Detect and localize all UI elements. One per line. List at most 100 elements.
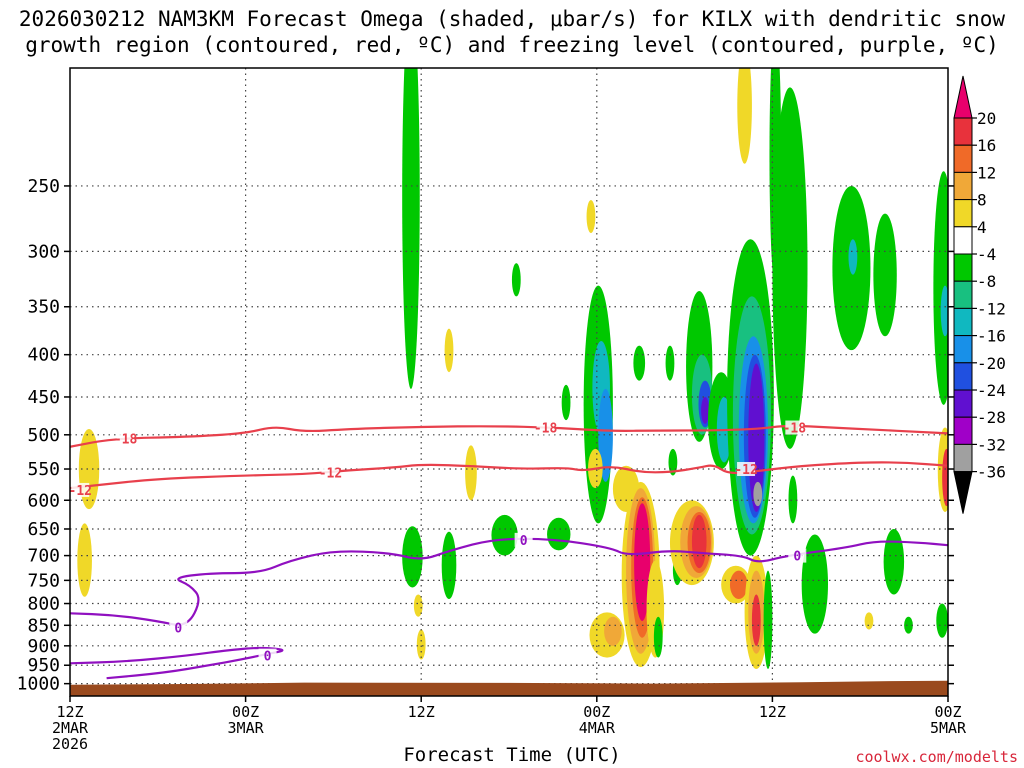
purple-label-bg-0-1 [514, 532, 533, 547]
purple-isotherm-label: 0 [264, 650, 272, 665]
omega-cell-57 [801, 534, 829, 634]
colorbar-label: -20 [977, 354, 1006, 373]
omega-cell-62 [883, 528, 905, 595]
ground-layer [70, 680, 948, 696]
colorbar-bin [953, 389, 973, 418]
plot-border [69, 67, 949, 697]
omega-cell-52 [751, 594, 761, 646]
colorbar-label: -12 [977, 299, 1006, 318]
colorbar-label: 12 [977, 163, 996, 182]
x-tick-label: 00Z [934, 703, 961, 721]
omega-cell-38 [701, 396, 710, 424]
x-tick-label: 4MAR [579, 719, 616, 737]
red-isotherm-label: -12 [69, 484, 92, 499]
omega-cell-55 [772, 87, 808, 449]
omega-cell-7 [444, 328, 454, 373]
y-tick-label: 250 [27, 176, 60, 197]
omega-cell-34 [691, 514, 707, 569]
y-tick-label: 800 [27, 594, 60, 615]
x-tick-label: 2MAR [52, 719, 89, 737]
colorbar-label: -8 [977, 272, 996, 291]
colorbar-label: -16 [977, 327, 1006, 346]
red-label-bg-1-0 [71, 482, 90, 497]
chart-title-line-2: growth region (contoured, red, ºC) and f… [25, 33, 999, 57]
omega-cell-60 [873, 213, 897, 337]
x-tick-label: 12Z [56, 703, 83, 721]
colorbar-bin [953, 443, 973, 473]
colorbar-label: 4 [977, 218, 987, 237]
x-tick-label: 12Z [408, 703, 435, 721]
y-tick-label: 500 [27, 425, 60, 446]
colorbar-label: -24 [977, 381, 1006, 400]
x-tick-label: 2026 [52, 735, 88, 753]
omega-cell-6 [441, 531, 457, 600]
chart-title-line-1: 2026030212 NAM3KM Forecast Omega (shaded… [18, 7, 1006, 31]
x-tick-label: 3MAR [228, 719, 265, 737]
purple-isotherm-label: 0 [793, 550, 801, 565]
ground-surface [70, 680, 948, 696]
x-axis-label: Forecast Time (UTC) [403, 744, 621, 766]
purple-isotherm-label: 0 [520, 534, 528, 549]
colorbar-under-arrow [953, 471, 973, 514]
colorbar-bin [953, 253, 973, 282]
omega-cell-67 [942, 448, 948, 507]
red-isotherm--18-0 [70, 424, 948, 448]
credit-text: coolwx.com/modelts [855, 748, 1018, 766]
omega-cell-49 [753, 481, 763, 507]
red-label-bg-0-1 [536, 420, 555, 435]
grid-layer [70, 68, 948, 696]
omega-cell-9 [491, 514, 518, 556]
omega-cell-20 [604, 616, 622, 646]
colorbar-label: -4 [977, 245, 996, 264]
omega-cell-8 [465, 445, 477, 501]
isotherm-layer: -18 -18 -18 -12 -12 -12 0 0 0 0 [69, 420, 948, 680]
omega-cell-61 [864, 612, 874, 630]
red-label-bg-1-1 [321, 465, 340, 480]
x-tick-label: 00Z [232, 703, 259, 721]
red-isotherm-label: -12 [319, 466, 342, 481]
omega-cell-64 [933, 171, 948, 405]
colorbar-bin [953, 307, 973, 337]
red-label-bg-1-2 [737, 462, 756, 477]
purple-isotherm-0-1 [70, 646, 284, 680]
colorbar-label: -36 [977, 463, 1006, 482]
omega-cell-10 [511, 263, 521, 297]
purple-isotherm-0-0 [70, 537, 948, 626]
colorbar-bin [953, 199, 973, 228]
omega-cell-1 [77, 523, 92, 597]
omega-cell-13 [586, 200, 596, 233]
y-tick-label: 850 [27, 615, 60, 636]
omega-cell-43 [737, 68, 752, 164]
colorbar-bin [953, 171, 973, 201]
colorbar-bin [953, 280, 973, 309]
omega-cell-2 [402, 68, 420, 389]
omega-cell-16 [598, 388, 613, 482]
omega-cell-68 [936, 603, 948, 638]
colorbar-label: 8 [977, 191, 987, 210]
omega-cell-21 [633, 345, 646, 381]
red-isotherm-label: -18 [783, 422, 807, 437]
red-isotherm-label: -18 [114, 432, 138, 447]
y-tick-label: 600 [27, 490, 60, 511]
y-tick-label: 350 [27, 297, 60, 318]
colorbar-label: 16 [977, 136, 996, 155]
y-tick-label: 300 [27, 241, 60, 262]
omega-cell-56 [788, 475, 798, 524]
y-tick-label: 1000 [17, 674, 60, 695]
omega-cell-3 [402, 526, 423, 588]
plot-frame [69, 67, 949, 697]
omega-cell-63 [904, 616, 913, 634]
purple-label-bg-0-0 [169, 620, 188, 635]
x-tick-label: 12Z [759, 703, 786, 721]
y-axis: 2503003504004505005506006507007508008509… [17, 176, 954, 695]
red-isotherm-label: -18 [534, 422, 558, 437]
colorbar-label: 20 [977, 109, 996, 128]
red-label-bg-0-0 [116, 431, 135, 446]
omega-cell-4 [413, 594, 423, 617]
omega-cell-11 [547, 517, 571, 551]
colorbar-bin [953, 117, 973, 146]
omega-cell-25 [634, 503, 651, 622]
y-tick-label: 550 [27, 459, 60, 480]
